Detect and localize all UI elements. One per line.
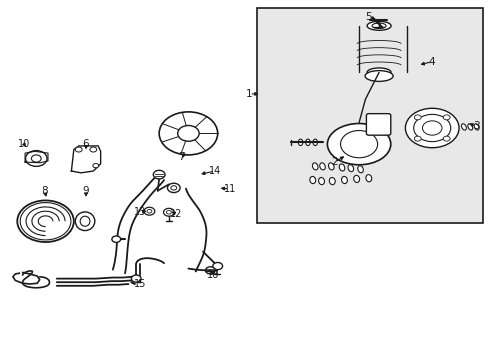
Ellipse shape [365,175,371,182]
Ellipse shape [366,68,390,77]
Text: 9: 9 [82,186,89,196]
Text: 6: 6 [82,139,89,149]
Circle shape [205,267,215,274]
Circle shape [131,275,141,282]
Ellipse shape [312,139,317,145]
Ellipse shape [328,177,335,185]
Circle shape [163,208,174,216]
Ellipse shape [347,165,353,172]
Ellipse shape [305,139,309,145]
Circle shape [153,170,164,179]
Ellipse shape [80,216,90,226]
Circle shape [443,136,449,141]
Circle shape [443,115,449,120]
Circle shape [166,211,171,214]
FancyBboxPatch shape [366,114,390,135]
Circle shape [90,147,97,152]
Text: 16: 16 [206,270,219,280]
Circle shape [147,210,152,213]
Text: 8: 8 [41,186,48,196]
Ellipse shape [339,164,344,171]
Text: 11: 11 [224,184,236,194]
Ellipse shape [341,176,346,184]
Text: 14: 14 [209,166,221,176]
Text: 12: 12 [170,209,182,219]
Ellipse shape [327,123,390,165]
Ellipse shape [75,212,95,230]
Circle shape [93,163,99,168]
Text: 1: 1 [245,89,252,99]
Ellipse shape [473,124,478,130]
Circle shape [31,155,41,162]
Ellipse shape [467,124,472,130]
Circle shape [75,147,82,152]
Circle shape [17,201,74,242]
Text: 13: 13 [133,207,145,217]
Circle shape [413,136,420,141]
Text: 2: 2 [331,157,337,167]
Circle shape [112,236,121,242]
Circle shape [413,115,420,120]
Ellipse shape [328,163,333,170]
Circle shape [340,131,377,158]
Circle shape [177,126,199,141]
Ellipse shape [319,163,325,170]
Text: 3: 3 [472,121,478,131]
Circle shape [405,108,458,148]
Ellipse shape [371,23,386,28]
Ellipse shape [365,71,392,81]
Circle shape [422,121,441,135]
Circle shape [170,186,176,190]
Circle shape [25,150,47,166]
Ellipse shape [309,176,315,184]
Ellipse shape [461,124,466,130]
Text: 4: 4 [428,57,435,67]
Polygon shape [25,151,48,163]
Ellipse shape [353,175,359,183]
Bar [256,8,483,223]
Polygon shape [71,146,101,173]
Ellipse shape [357,166,363,173]
Ellipse shape [298,139,302,145]
Text: 5: 5 [365,12,371,22]
Circle shape [159,112,217,155]
Ellipse shape [312,163,317,170]
Ellipse shape [366,21,390,30]
Text: 10: 10 [18,139,30,149]
Circle shape [212,262,222,270]
Ellipse shape [318,177,324,185]
Circle shape [144,207,155,215]
Circle shape [413,114,450,141]
Circle shape [167,183,180,193]
Text: 7: 7 [178,152,184,162]
Text: 15: 15 [133,279,145,289]
